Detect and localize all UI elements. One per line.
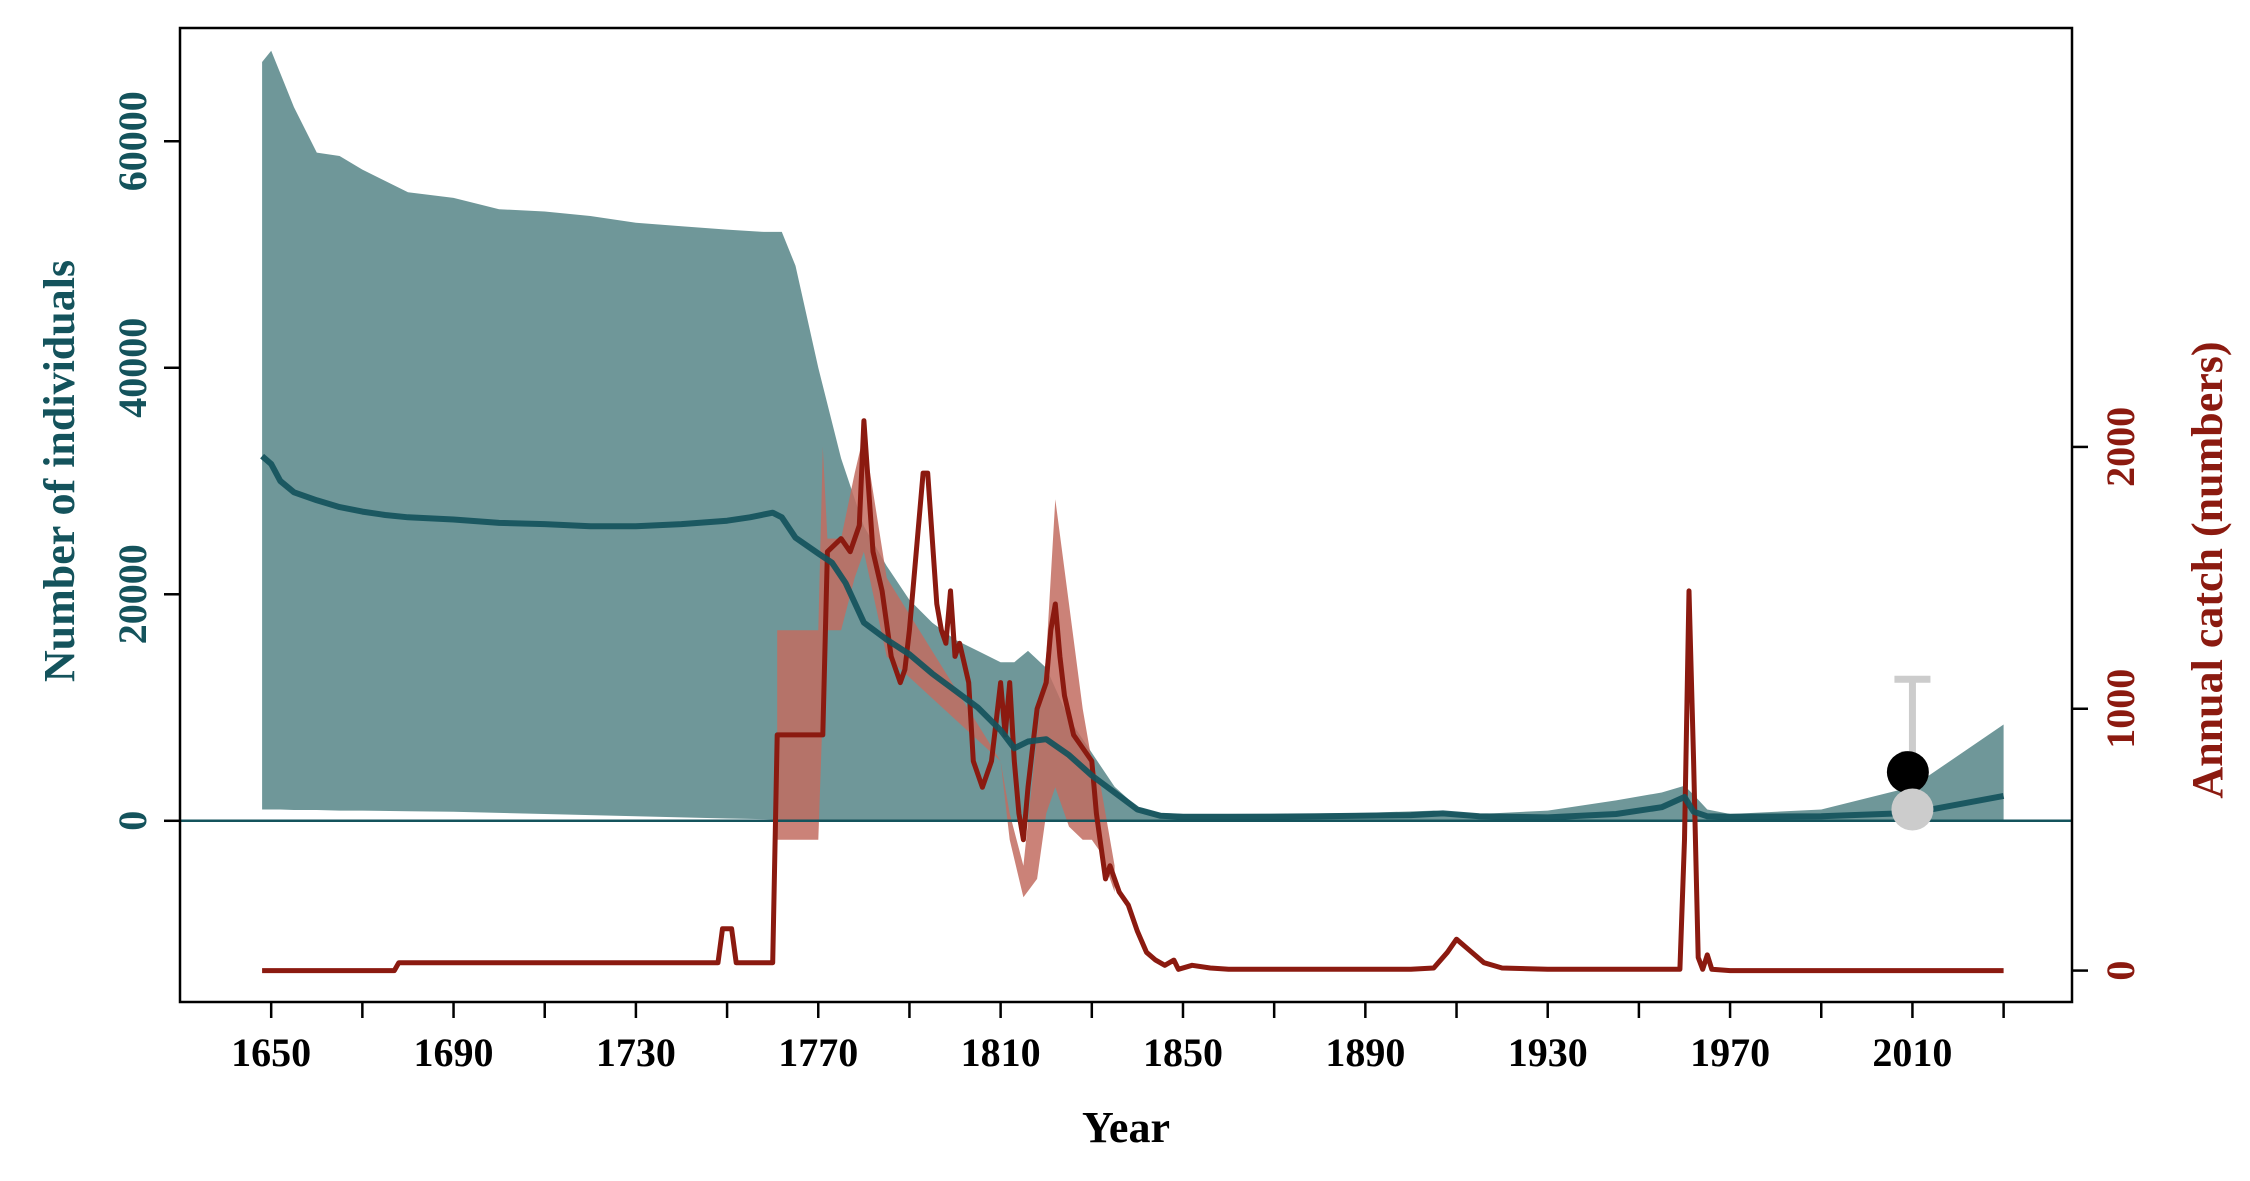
y-left-tick-label: 60000 — [110, 91, 155, 191]
y-right-tick-label: 1000 — [2098, 669, 2143, 749]
x-tick-label: 1770 — [778, 1030, 858, 1075]
x-tick-label: 1890 — [1325, 1030, 1405, 1075]
y-axis-left-label: Number of individuals — [35, 260, 84, 682]
y-axis-left: 0 20000 40000 60000 — [110, 91, 180, 831]
x-tick-label: 2010 — [1872, 1030, 1952, 1075]
observation-point-grey — [1891, 788, 1934, 831]
population-band — [262, 50, 2004, 821]
y-left-tick-label: 0 — [110, 811, 155, 831]
x-tick-label: 1650 — [231, 1030, 311, 1075]
x-tick-label: 1970 — [1690, 1030, 1770, 1075]
uncertainty-bands — [262, 50, 2004, 898]
y-right-tick-label: 0 — [2098, 961, 2143, 981]
y-right-tick-label: 2000 — [2098, 407, 2143, 487]
x-axis: 1650 1690 1730 1770 1810 1850 1890 1930 1970 2010 — [231, 1002, 2005, 1075]
y-left-tick-label: 40000 — [110, 318, 155, 418]
x-tick-label: 1930 — [1508, 1030, 1588, 1075]
x-tick-label: 1810 — [961, 1030, 1041, 1075]
x-tick-label: 1690 — [414, 1030, 494, 1075]
x-tick-label: 1850 — [1143, 1030, 1223, 1075]
x-axis-label: Year — [1082, 1103, 1170, 1152]
y-axis-right-label: Annual catch (numbers) — [2183, 341, 2232, 798]
observation-point-black — [1886, 751, 1929, 794]
observation-points — [1886, 675, 1934, 831]
y-left-tick-label: 20000 — [110, 544, 155, 644]
series-lines — [260, 418, 2005, 974]
catch-line — [262, 418, 2004, 974]
population-line — [260, 453, 2005, 821]
y-axis-right: 0 1000 2000 — [2072, 407, 2143, 981]
catch-band — [777, 433, 1115, 898]
x-tick-label: 1730 — [596, 1030, 676, 1075]
plot-frame — [178, 26, 2074, 1004]
